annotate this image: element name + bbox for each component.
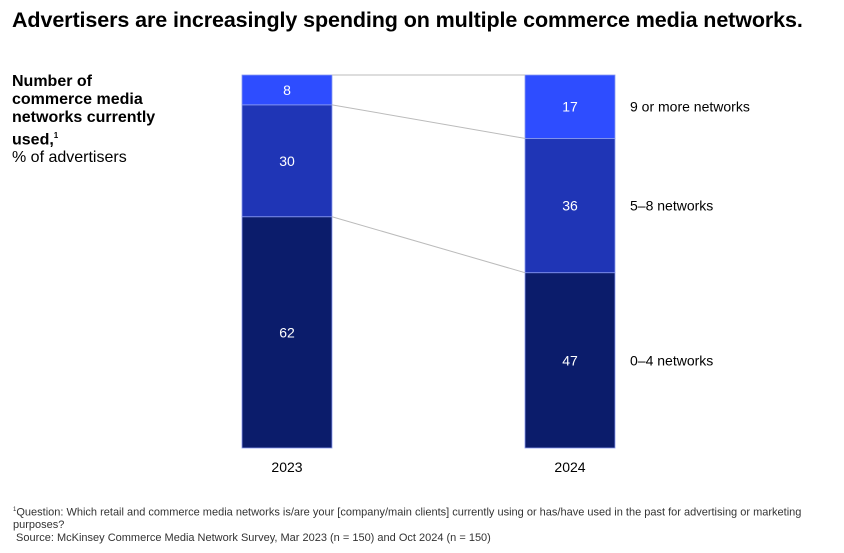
connector-line xyxy=(331,104,526,139)
data-label: 30 xyxy=(279,153,295,169)
footnote: 1Question: Which retail and commerce med… xyxy=(13,504,813,544)
bar-segment xyxy=(524,138,616,274)
data-label: 47 xyxy=(562,352,578,368)
y-label-unit: % of advertisers xyxy=(12,149,127,167)
chart-title: Advertisers are increasingly spending on… xyxy=(12,8,803,32)
footnote-sup: 1 xyxy=(13,507,17,513)
x-tick-label: 2024 xyxy=(554,459,585,475)
data-label: 8 xyxy=(283,82,291,98)
x-tick-label: 2023 xyxy=(271,459,302,475)
bar-segment xyxy=(241,216,333,449)
footnote-question: Question: Which retail and commerce medi… xyxy=(13,506,802,532)
stacked-bar-chart: 62 30 8 2023 47 36 17 2024 0–4 networks 5–8 netwo… xyxy=(241,74,750,475)
legend-label: 9 or more networks xyxy=(630,99,750,115)
y-label-sup: 1 xyxy=(53,131,59,140)
bar-segment xyxy=(241,104,333,218)
connector-line xyxy=(331,216,526,274)
y-axis-label: Number of commerce media networks curren… xyxy=(12,73,172,167)
data-label: 17 xyxy=(562,99,578,115)
data-label: 62 xyxy=(279,324,295,340)
y-label-bold: Number of commerce media networks curren… xyxy=(12,73,156,149)
footnote-source: Source: McKinsey Commerce Media Network … xyxy=(16,531,491,544)
bar-segment xyxy=(524,272,616,449)
data-label: 36 xyxy=(562,198,578,214)
bar-segment xyxy=(524,74,616,139)
bar-segment xyxy=(241,74,333,106)
legend-label: 5–8 networks xyxy=(630,198,713,214)
legend-label: 0–4 networks xyxy=(630,352,713,368)
